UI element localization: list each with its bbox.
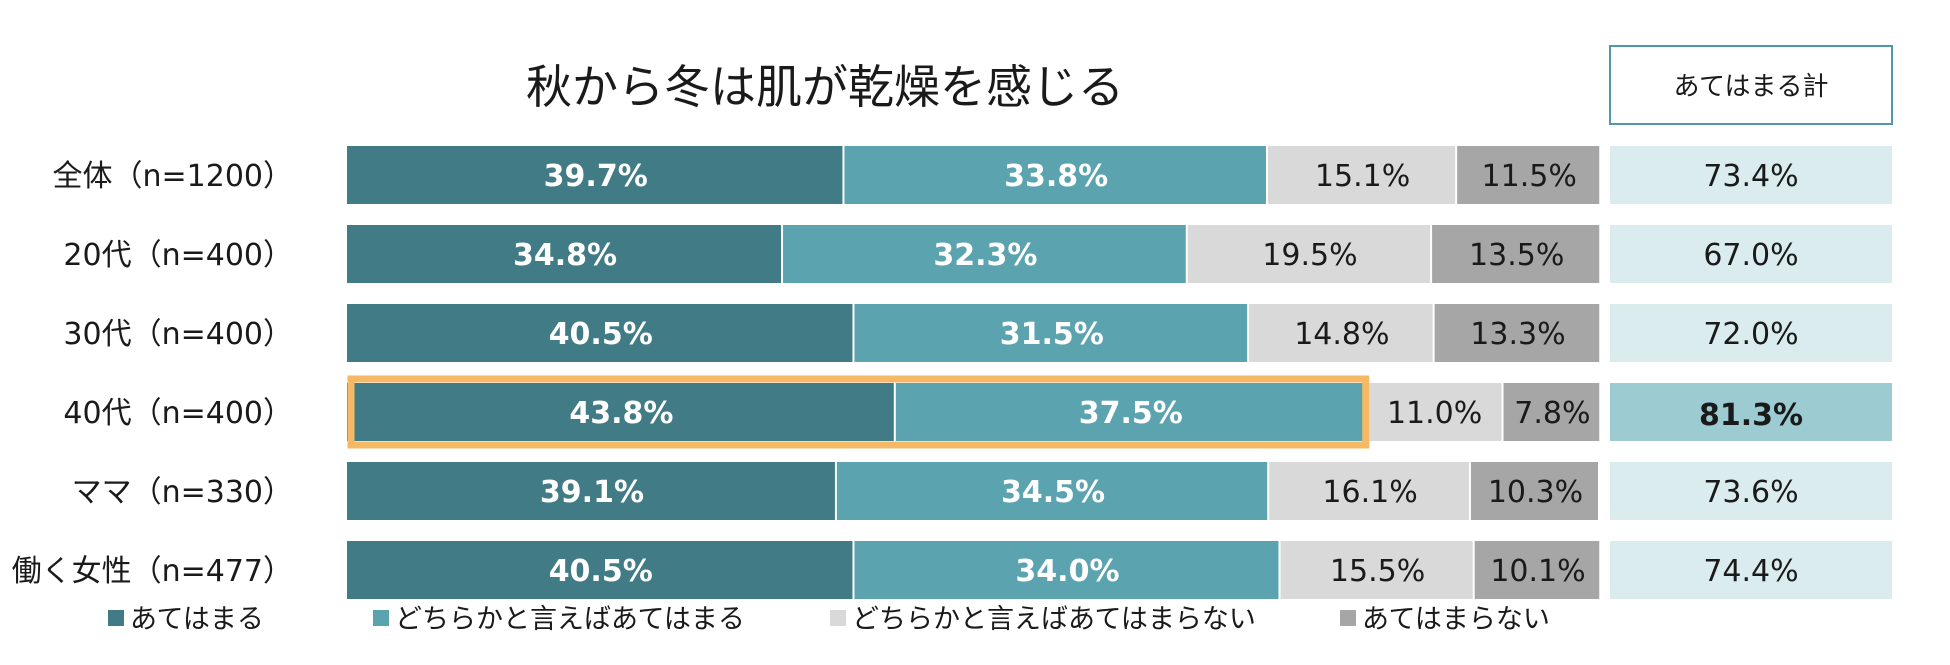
data-label: 19.5% — [1262, 238, 1357, 273]
bar-segment — [1280, 541, 1473, 599]
data-label: 43.8% — [569, 396, 673, 431]
total-label: 73.4% — [1703, 159, 1798, 194]
data-label: 15.5% — [1330, 554, 1425, 589]
bar-segment — [347, 225, 782, 283]
data-label: 13.5% — [1469, 238, 1564, 273]
bar-segment — [1503, 383, 1600, 441]
data-label: 34.0% — [1015, 554, 1119, 589]
total-cell — [1610, 225, 1892, 283]
bar-segment — [1434, 304, 1600, 362]
total-header-box — [1609, 45, 1893, 125]
bar-segment — [1249, 304, 1433, 362]
bar-segment — [844, 146, 1266, 204]
bar-segment — [347, 146, 843, 204]
bar-segment — [347, 541, 853, 599]
data-label: 34.8% — [513, 238, 617, 273]
bar-segment — [1432, 225, 1600, 283]
total-label: 74.4% — [1703, 554, 1798, 589]
bar-segment — [1187, 225, 1431, 283]
total-label: 72.0% — [1703, 317, 1798, 352]
data-label: 11.0% — [1387, 396, 1482, 431]
bar-segment — [347, 304, 853, 362]
data-label: 32.3% — [933, 238, 1037, 273]
bar-segment — [783, 225, 1186, 283]
bar-segment — [1267, 146, 1456, 204]
total-cell — [1610, 383, 1892, 441]
legend-swatch — [1340, 610, 1356, 626]
total-cell — [1610, 462, 1892, 520]
legend-label: どちらかと言えばあてはまらない — [852, 604, 1256, 635]
data-label: 37.5% — [1079, 396, 1183, 431]
legend-label: あてはまらない — [1362, 604, 1550, 635]
total-label: 67.0% — [1703, 238, 1798, 273]
data-label: 13.3% — [1470, 317, 1565, 352]
bar-segment — [1470, 462, 1598, 520]
data-label: 16.1% — [1322, 475, 1417, 510]
bar-segment — [347, 462, 835, 520]
data-label: 40.5% — [549, 317, 653, 352]
total-cell — [1610, 146, 1892, 204]
category-label: 全体（n=1200） — [53, 159, 294, 194]
bar-segment — [1457, 146, 1600, 204]
category-label: 20代（n=400） — [63, 238, 293, 273]
data-label: 40.5% — [549, 554, 653, 589]
legend-swatch — [373, 610, 389, 626]
bar-segment — [347, 383, 894, 441]
total-cell — [1610, 541, 1892, 599]
legend: あてはまる どちらかと言えばあてはまる どちらかと言えばあてはまらない あてはまらない — [108, 604, 1550, 635]
category-label: ママ（n=330） — [72, 475, 293, 510]
legend-swatch — [108, 610, 124, 626]
bar-segment — [1269, 462, 1469, 520]
legend-swatch — [830, 610, 846, 626]
data-label: 14.8% — [1294, 317, 1389, 352]
total-header-label: あてはまる計 — [1674, 72, 1829, 102]
data-label: 39.1% — [540, 475, 644, 510]
bar-segment — [836, 462, 1268, 520]
data-label: 15.1% — [1315, 159, 1410, 194]
data-label: 10.3% — [1488, 475, 1583, 510]
total-cell — [1610, 304, 1892, 362]
legend-label: どちらかと言えばあてはまる — [395, 604, 745, 635]
category-label: 40代（n=400） — [63, 396, 293, 431]
data-label: 34.5% — [1001, 475, 1105, 510]
category-label: 働く女性（n=477） — [12, 554, 293, 589]
data-label: 10.1% — [1490, 554, 1585, 589]
chart-title: 秋から冬は肌が乾燥を感じる — [526, 60, 1124, 114]
bar-segment — [1365, 383, 1502, 441]
bar-segment — [1474, 541, 1600, 599]
total-label: 81.3% — [1699, 398, 1803, 433]
legend-label: あてはまる — [130, 604, 264, 635]
bar-rows: 全体（n=1200） 39.7% 33.8% 15.1% 11.5% 73.4% 20代（n… — [12, 146, 1892, 599]
bar-segment — [895, 383, 1364, 441]
bar-segment — [854, 304, 1248, 362]
data-label: 33.8% — [1004, 159, 1108, 194]
data-label: 39.7% — [544, 159, 648, 194]
total-label: 73.6% — [1703, 475, 1798, 510]
highlight-box — [347, 375, 1370, 449]
data-label: 7.8% — [1514, 396, 1590, 431]
category-label: 30代（n=400） — [63, 317, 293, 352]
bar-segment — [854, 541, 1279, 599]
data-label: 11.5% — [1482, 159, 1577, 194]
data-label: 31.5% — [1000, 317, 1104, 352]
